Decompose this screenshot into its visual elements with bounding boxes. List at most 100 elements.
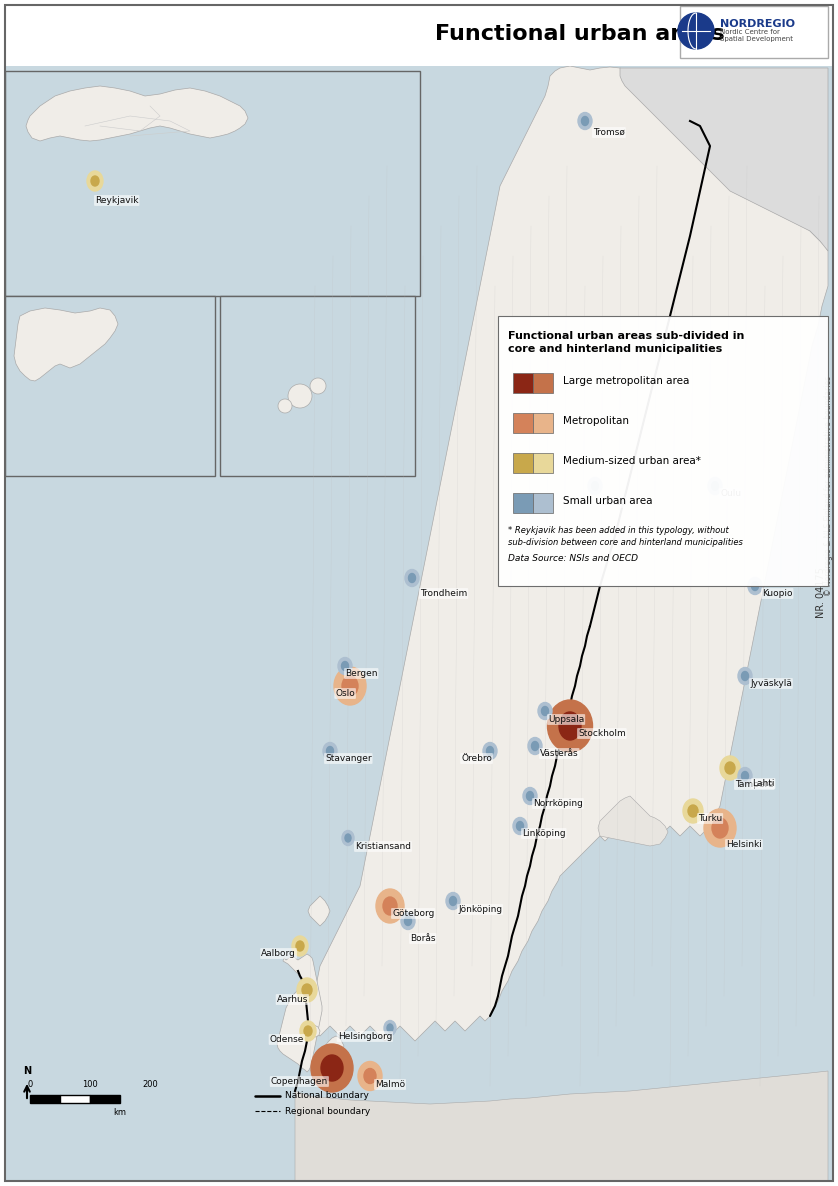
Bar xyxy=(498,315,828,586)
Polygon shape xyxy=(295,1071,828,1181)
Polygon shape xyxy=(308,895,330,926)
Text: Oulu: Oulu xyxy=(720,489,741,498)
Text: core and hinterland municipalities: core and hinterland municipalities xyxy=(508,344,722,353)
Ellipse shape xyxy=(383,897,397,916)
Ellipse shape xyxy=(712,818,728,839)
Circle shape xyxy=(278,398,292,413)
Ellipse shape xyxy=(408,574,416,582)
Circle shape xyxy=(678,13,714,49)
Ellipse shape xyxy=(513,817,527,835)
Text: Borås: Borås xyxy=(410,935,436,943)
Ellipse shape xyxy=(376,890,404,923)
Text: Aarhus: Aarhus xyxy=(277,995,308,1005)
Ellipse shape xyxy=(688,805,698,817)
Bar xyxy=(30,1095,60,1103)
Polygon shape xyxy=(277,954,322,1072)
Polygon shape xyxy=(14,308,118,381)
Ellipse shape xyxy=(582,116,588,126)
Ellipse shape xyxy=(345,834,351,842)
Ellipse shape xyxy=(311,1044,353,1092)
Ellipse shape xyxy=(292,936,308,956)
Ellipse shape xyxy=(364,1069,376,1084)
Ellipse shape xyxy=(487,746,494,755)
Ellipse shape xyxy=(748,578,762,594)
Ellipse shape xyxy=(323,742,337,759)
Text: Nordic Centre for
Spatial Development: Nordic Centre for Spatial Development xyxy=(720,30,793,43)
Text: Lahti: Lahti xyxy=(752,779,774,788)
Ellipse shape xyxy=(725,761,735,774)
Polygon shape xyxy=(310,66,828,1041)
Ellipse shape xyxy=(704,809,736,847)
Ellipse shape xyxy=(592,482,598,491)
Text: © Nordregio & NLS Finland for administrative boundaries: © Nordregio & NLS Finland for administra… xyxy=(824,376,832,597)
Text: Jönköping: Jönköping xyxy=(458,905,502,914)
Text: Kuopio: Kuopio xyxy=(762,589,793,598)
Text: Small urban area: Small urban area xyxy=(563,496,653,506)
Circle shape xyxy=(310,378,326,394)
Circle shape xyxy=(288,384,312,408)
Ellipse shape xyxy=(405,917,411,925)
Ellipse shape xyxy=(302,984,312,996)
Ellipse shape xyxy=(742,671,748,681)
Text: 0: 0 xyxy=(28,1080,33,1089)
Ellipse shape xyxy=(483,742,497,759)
Text: Data Source: NSIs and OECD: Data Source: NSIs and OECD xyxy=(508,554,638,563)
Text: 200: 200 xyxy=(142,1080,158,1089)
Ellipse shape xyxy=(342,830,354,846)
Polygon shape xyxy=(620,68,828,251)
Bar xyxy=(533,413,553,433)
Ellipse shape xyxy=(752,581,758,591)
Polygon shape xyxy=(5,66,833,1181)
Ellipse shape xyxy=(711,482,718,491)
Bar xyxy=(5,71,420,296)
Text: Aalborg: Aalborg xyxy=(261,949,296,958)
Ellipse shape xyxy=(300,1021,316,1041)
Text: Stavanger: Stavanger xyxy=(325,754,371,763)
Ellipse shape xyxy=(538,702,552,720)
Bar xyxy=(90,1095,120,1103)
Text: Göteborg: Göteborg xyxy=(392,908,434,918)
Bar xyxy=(533,374,553,393)
Ellipse shape xyxy=(523,788,537,804)
Ellipse shape xyxy=(358,1061,382,1090)
Ellipse shape xyxy=(342,676,358,696)
Text: Örebro: Örebro xyxy=(461,754,492,763)
Bar xyxy=(533,453,553,473)
Bar xyxy=(513,374,533,393)
Ellipse shape xyxy=(405,569,419,587)
Text: N: N xyxy=(23,1066,31,1076)
Bar xyxy=(513,413,533,433)
Text: National boundary: National boundary xyxy=(285,1091,369,1101)
Bar xyxy=(5,296,215,476)
Text: Linköping: Linköping xyxy=(522,829,566,839)
Ellipse shape xyxy=(541,707,549,715)
Text: NR. 04175: NR. 04175 xyxy=(816,568,826,618)
Text: Umeå: Umeå xyxy=(600,498,626,506)
Ellipse shape xyxy=(91,176,99,186)
Ellipse shape xyxy=(559,712,581,740)
Text: Turku: Turku xyxy=(698,814,722,823)
Ellipse shape xyxy=(449,897,457,905)
Ellipse shape xyxy=(528,738,542,754)
Bar xyxy=(420,5,828,66)
Polygon shape xyxy=(307,1025,320,1037)
Ellipse shape xyxy=(321,1056,343,1080)
Text: Medium-sized urban area*: Medium-sized urban area* xyxy=(563,455,701,466)
Ellipse shape xyxy=(401,912,415,930)
Ellipse shape xyxy=(547,700,592,752)
Text: Stockholm: Stockholm xyxy=(578,729,626,738)
Ellipse shape xyxy=(578,113,592,129)
Ellipse shape xyxy=(588,478,602,495)
Text: Västerås: Västerås xyxy=(540,750,578,758)
Text: Copenhagen: Copenhagen xyxy=(271,1077,328,1086)
Bar xyxy=(533,493,553,514)
Ellipse shape xyxy=(683,799,703,823)
Text: Metropolitan: Metropolitan xyxy=(563,416,629,426)
Text: Jyväskylä: Jyväskylä xyxy=(750,680,792,688)
Text: Malmö: Malmö xyxy=(375,1080,405,1089)
Text: * Reykjavik has been added in this typology, without: * Reykjavik has been added in this typol… xyxy=(508,527,729,535)
Bar xyxy=(220,296,415,476)
Text: km: km xyxy=(113,1108,127,1117)
Ellipse shape xyxy=(304,1026,312,1037)
Ellipse shape xyxy=(446,893,460,910)
